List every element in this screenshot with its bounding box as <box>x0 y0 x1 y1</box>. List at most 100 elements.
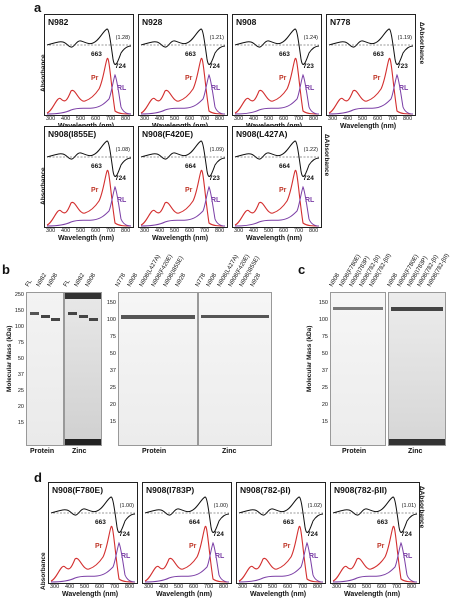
x-tick-label: 400 <box>155 228 165 234</box>
pr-label: Pr <box>189 543 197 550</box>
rl-label: RL <box>211 197 221 204</box>
peak-label-mid: 724 <box>209 63 220 70</box>
band <box>389 439 445 445</box>
lane-label: N778 <box>194 272 208 288</box>
pr-label: Pr <box>91 187 99 194</box>
rl-spectrum-line <box>46 73 132 115</box>
x-tick-label: 300 <box>238 584 248 590</box>
x-tick-label: 300 <box>144 584 154 590</box>
pr-spectrum-line <box>46 57 132 115</box>
mw-tick-label: 25 <box>109 385 116 391</box>
x-tick-label: 600 <box>95 584 105 590</box>
mw-tick-label: 75 <box>109 334 116 340</box>
x-tick-label: 400 <box>249 116 259 122</box>
panel-label-c: c <box>298 262 306 277</box>
pr-spectrum-line <box>144 525 230 583</box>
rl-label: RL <box>305 85 315 92</box>
pr-label: Pr <box>377 543 385 550</box>
x-axis-label: Wavelength (nm) <box>344 591 401 598</box>
peak-label-mid: 724 <box>119 531 130 538</box>
ratio-label: (1.00) <box>119 503 134 509</box>
x-tick-label: 800 <box>125 584 135 590</box>
rl-label: RL <box>211 85 221 92</box>
spectrum-plot <box>328 28 414 115</box>
x-axis-label: Wavelength (nm) <box>340 123 397 130</box>
panel-label-b: b <box>2 262 10 277</box>
pr-label: Pr <box>279 187 287 194</box>
x-tick-label: 800 <box>215 116 225 122</box>
x-tick-label: 500 <box>76 228 86 234</box>
difference-spectrum-line <box>140 28 226 65</box>
mw-tick-label: 15 <box>17 420 24 426</box>
spectrum-panel_a-5: N908(F420E) (1.09) 664 723 Pr RL <box>138 126 228 228</box>
gel-c-protein <box>330 292 386 446</box>
lane-label: N908 <box>84 272 98 288</box>
rl-label: RL <box>305 197 315 204</box>
x-tick-label: 600 <box>279 228 289 234</box>
rl-spectrum-line <box>234 73 320 115</box>
mw-tick-label: 75 <box>321 334 328 340</box>
x-axis-label: Wavelength (nm) <box>58 235 115 242</box>
rl-label: RL <box>117 85 127 92</box>
spectrum-title: N908(782-βI) <box>240 485 291 495</box>
x-tick-label: 300 <box>332 584 342 590</box>
x-tick-label: 800 <box>121 228 131 234</box>
x-tick-label: 600 <box>91 116 101 122</box>
panel-label-d: d <box>34 470 42 485</box>
band <box>201 315 269 318</box>
pr-spectrum-line <box>234 169 320 227</box>
x-axis-label: Wavelength (nm) <box>246 235 303 242</box>
spectrum-plot <box>234 28 320 115</box>
x-tick-label: 500 <box>170 116 180 122</box>
pr-spectrum-line <box>50 525 136 583</box>
x-tick-label: 700 <box>298 584 308 590</box>
x-tick-label: 600 <box>279 116 289 122</box>
rl-spectrum-line <box>238 541 324 583</box>
mw-tick-label: 75 <box>17 340 24 346</box>
x-tick-label: 800 <box>309 116 319 122</box>
lane-label: N982 <box>35 272 49 288</box>
peak-label-mid: 724 <box>115 63 126 70</box>
difference-spectrum-line <box>234 140 320 177</box>
pr-label: Pr <box>373 75 381 82</box>
x-tick-label: 300 <box>234 228 244 234</box>
gel-caption-zinc-b2: Zinc <box>222 448 237 455</box>
gel-b-zinc-2 <box>198 292 272 446</box>
x-axis-label: Wavelength (nm) <box>152 235 209 242</box>
x-tick-label: 600 <box>283 584 293 590</box>
peak-label-mid: 724 <box>213 531 224 538</box>
mw-tick-label: 150 <box>318 300 328 306</box>
x-tick-label: 600 <box>373 116 383 122</box>
difference-spectrum-line <box>140 140 226 177</box>
y-axis-label-d: Absorbance <box>40 552 47 590</box>
peak-label-mid: 724 <box>401 531 412 538</box>
ratio-label: (1.22) <box>303 147 318 153</box>
spectrum-panel_a-0: N982 (1.28) 663 724 Pr RL <box>44 14 134 116</box>
x-axis-label: Wavelength (nm) <box>62 591 119 598</box>
peak-label-top: 663 <box>377 519 388 526</box>
rl-label: RL <box>117 197 127 204</box>
spectrum-plot <box>140 28 226 115</box>
difference-spectrum-line <box>332 496 418 533</box>
lane-label: N982 <box>73 272 87 288</box>
spectrum-title: N982 <box>48 17 69 27</box>
mw-tick-label: 25 <box>321 385 328 391</box>
pr-spectrum-line <box>140 169 226 227</box>
rl-spectrum-line <box>140 73 226 115</box>
x-tick-label: 600 <box>185 228 195 234</box>
band <box>79 315 88 318</box>
ratio-label: (1.08) <box>115 147 130 153</box>
spectrum-panel_d-3: N908(782-βII) (1.01) 663 724 Pr RL <box>330 482 420 584</box>
x-tick-label: 400 <box>343 116 353 122</box>
x-tick-label: 500 <box>170 228 180 234</box>
gel-caption-protein-c: Protein <box>342 448 367 455</box>
spectrum-plot <box>50 496 136 583</box>
ratio-label: (1.00) <box>213 503 228 509</box>
x-tick-label: 300 <box>46 228 56 234</box>
x-tick-label: 400 <box>249 228 259 234</box>
mw-tick-label: 50 <box>321 351 328 357</box>
spectrum-panel_a-3: N778 (1.19) 663 723 Pr RL <box>326 14 416 116</box>
spectrum-plot <box>144 496 230 583</box>
lane-label: N908 <box>46 272 60 288</box>
rl-label: RL <box>399 85 409 92</box>
